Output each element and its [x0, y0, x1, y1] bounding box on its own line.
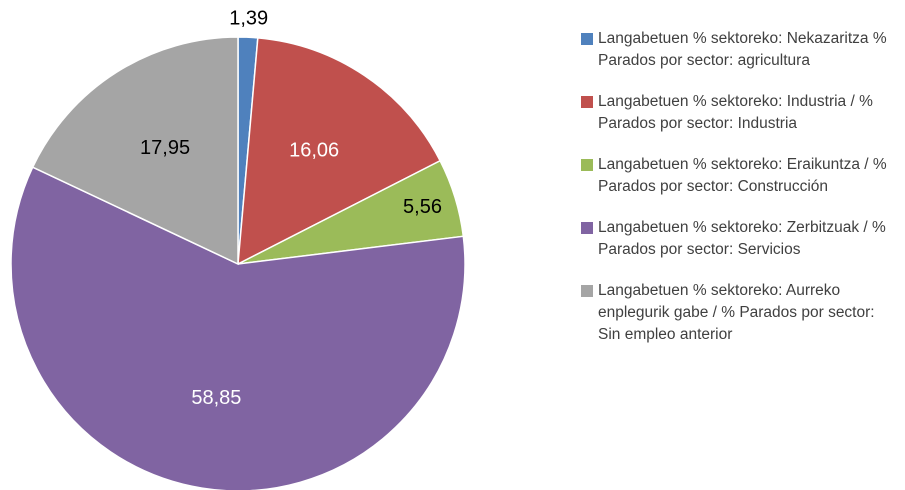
legend: Langabetuen % sektoreko: Nekazaritza % P… — [581, 28, 901, 365]
data-label: 16,06 — [289, 139, 339, 161]
data-label: 17,95 — [140, 137, 190, 159]
data-label: 1,39 — [229, 7, 268, 29]
data-label: 58,85 — [191, 387, 241, 409]
legend-swatch — [581, 285, 593, 297]
legend-label: Langabetuen % sektoreko: Aurreko enplegu… — [598, 282, 875, 343]
legend-item: Langabetuen % sektoreko: Zerbitzuak / % … — [581, 217, 901, 261]
legend-swatch — [581, 222, 593, 234]
legend-label: Langabetuen % sektoreko: Zerbitzuak / % … — [598, 219, 886, 258]
pie-slice — [31, 36, 239, 266]
pie-slice — [237, 37, 442, 266]
data-label: 5,56 — [403, 196, 442, 218]
legend-label: Langabetuen % sektoreko: Nekazaritza % P… — [598, 30, 887, 69]
legend-swatch — [581, 33, 593, 45]
legend-label: Langabetuen % sektoreko: Industria / % P… — [598, 93, 873, 132]
legend-item: Langabetuen % sektoreko: Eraikuntza / % … — [581, 154, 901, 198]
pie-slice — [10, 166, 466, 490]
legend-item: Langabetuen % sektoreko: Industria / % P… — [581, 91, 901, 135]
legend-item: Langabetuen % sektoreko: Aurreko enplegu… — [581, 280, 901, 346]
legend-item: Langabetuen % sektoreko: Nekazaritza % P… — [581, 28, 901, 72]
legend-swatch — [581, 96, 593, 108]
legend-label: Langabetuen % sektoreko: Eraikuntza / % … — [598, 156, 887, 195]
chart: 1,39 16,06 5,56 58,85 17,95 — [10, 7, 466, 490]
legend-swatch — [581, 159, 593, 171]
